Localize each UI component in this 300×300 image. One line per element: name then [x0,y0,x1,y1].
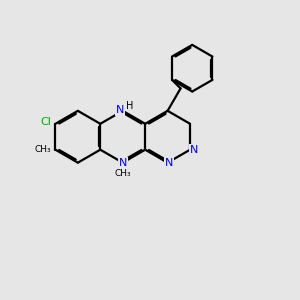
Text: N: N [190,145,199,155]
Text: CH₃: CH₃ [114,169,131,178]
Text: N: N [165,158,173,168]
Text: CH₃: CH₃ [35,145,51,154]
Text: Cl: Cl [40,117,51,127]
Text: N: N [118,158,127,168]
Text: N: N [116,105,124,115]
Text: H: H [125,100,133,110]
